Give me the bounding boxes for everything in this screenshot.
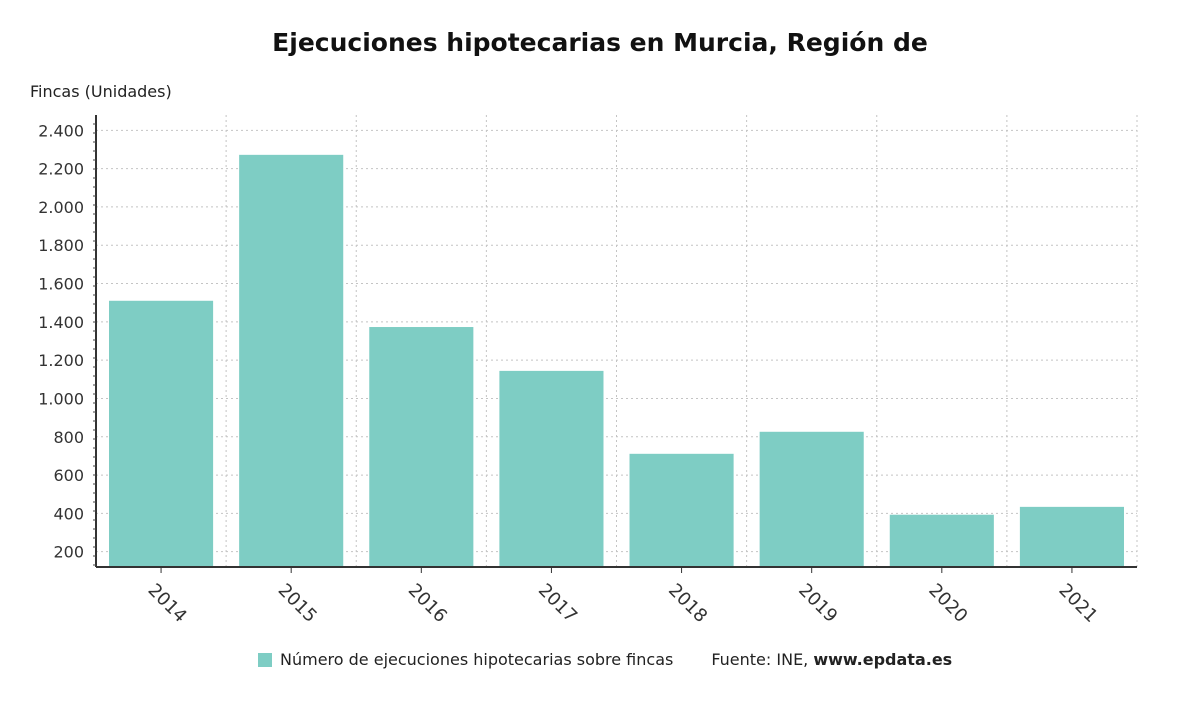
legend: Número de ejecuciones hipotecarias sobre… (258, 650, 952, 669)
x-tick-label: 2016 (404, 580, 451, 627)
x-tick-label: 2019 (794, 580, 841, 627)
bar-2017 (499, 370, 604, 567)
y-tick-label: 1.400 (38, 313, 84, 332)
y-tick-label: 400 (53, 504, 84, 523)
chart-title: Ejecuciones hipotecarias en Murcia, Regi… (272, 28, 928, 57)
x-tick-label: 2015 (274, 580, 321, 627)
bar-2014 (109, 300, 214, 567)
y-tick-label: 1.200 (38, 351, 84, 370)
legend-series-label: Número de ejecuciones hipotecarias sobre… (280, 650, 674, 669)
y-tick-label: 1.000 (38, 389, 84, 408)
y-axis-label: Fincas (Unidades) (30, 82, 172, 101)
y-tick-label: 1.800 (38, 236, 84, 255)
source-prefix: Fuente: INE, (711, 650, 814, 669)
y-tick-label: 2.200 (38, 160, 84, 179)
x-tick-label: 2021 (1054, 580, 1101, 627)
x-tick-label: 2017 (534, 580, 581, 627)
source-note: Fuente: INE, www.epdata.es (711, 650, 952, 669)
source-link[interactable]: www.epdata.es (813, 650, 953, 669)
y-tick-label: 200 (53, 543, 84, 562)
y-tick-label: 2.400 (38, 121, 84, 140)
bar-2021 (1019, 506, 1124, 567)
y-tick-label: 2.000 (38, 198, 84, 217)
bar-2016 (369, 327, 474, 567)
bar-2018 (629, 453, 734, 567)
x-tick-label: 2018 (664, 580, 711, 627)
x-tick-label: 2020 (924, 580, 971, 627)
x-tick-label: 2014 (144, 580, 191, 627)
y-tick-label: 600 (53, 466, 84, 485)
y-tick-label: 800 (53, 428, 84, 447)
bar-2019 (759, 431, 864, 567)
y-tick-label: 1.600 (38, 275, 84, 294)
bar-2015 (239, 154, 344, 568)
legend-swatch (258, 652, 272, 667)
bar-2020 (889, 514, 994, 567)
